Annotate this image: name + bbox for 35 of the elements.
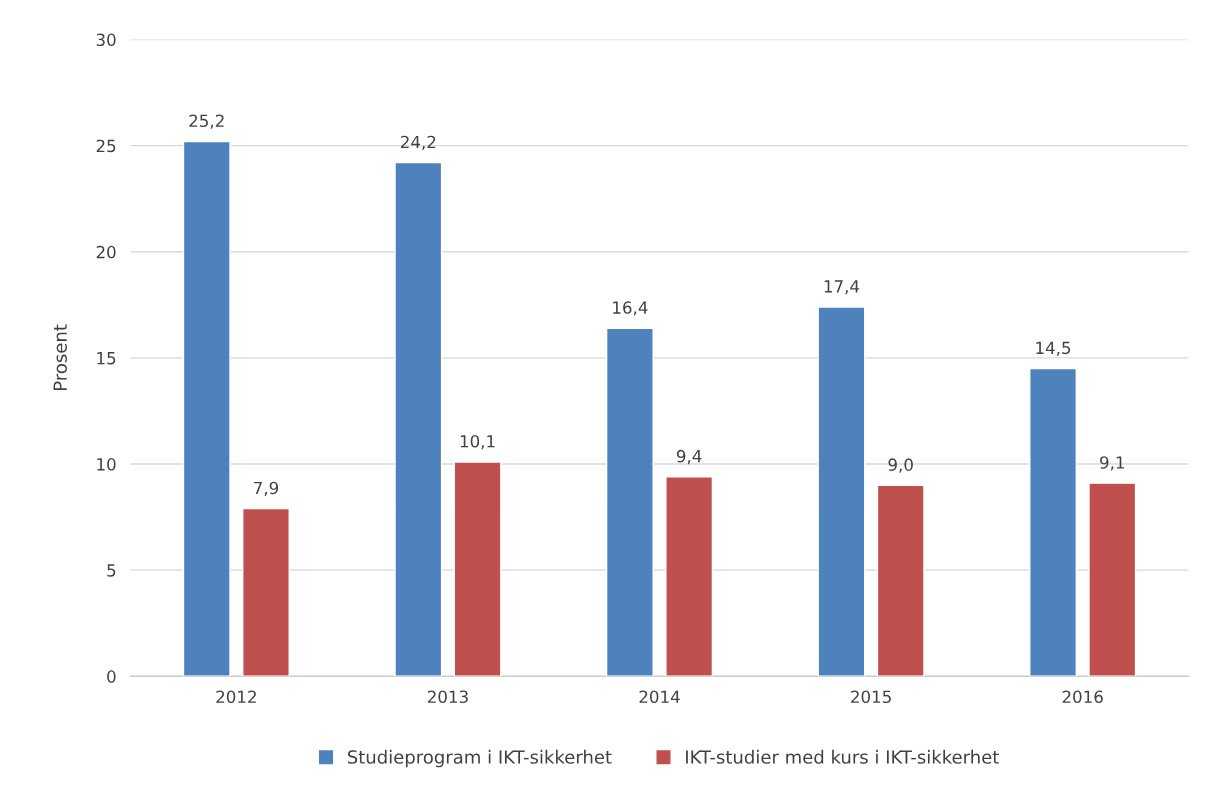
data-label: 16,4 [613, 301, 648, 316]
bar [665, 476, 714, 677]
legend-label: IKT-studier med kurs i IKT-sikkerhet [686, 749, 999, 764]
x-tick-label: 2015 [851, 690, 891, 704]
bar [182, 140, 231, 677]
bar [453, 461, 502, 677]
bar [1029, 367, 1078, 677]
y-tick-label: 10 [97, 458, 116, 471]
y-tick-label: 0 [107, 670, 116, 683]
bar [242, 507, 290, 677]
bar [817, 306, 866, 677]
data-label: 9,0 [888, 458, 913, 473]
data-label: 24,2 [400, 135, 436, 151]
x-tick-label: 2014 [639, 690, 680, 704]
y-axis-title: Prosent [53, 324, 67, 390]
data-label: 9,1 [1100, 456, 1124, 471]
data-label: 25,2 [189, 114, 224, 129]
y-tick-label: 5 [107, 564, 116, 577]
bar [605, 327, 654, 677]
data-label: 14,5 [1036, 341, 1071, 356]
data-label: 9,4 [676, 449, 702, 465]
y-tick-label: 30 [96, 33, 116, 47]
x-tick-label: 2013 [427, 690, 468, 704]
y-tick-label: 15 [97, 352, 116, 365]
y-tick-label: 20 [96, 245, 116, 259]
y-tick-label: 25 [96, 139, 116, 153]
x-tick-label: 2016 [1062, 690, 1103, 704]
bar [394, 161, 443, 677]
data-label: 10,1 [460, 434, 495, 450]
bar [1088, 482, 1137, 677]
data-label: 17,4 [824, 280, 860, 295]
legend-label: Studieprogram i IKT-sikkerhet [347, 749, 612, 768]
bar [876, 484, 925, 677]
x-tick-label: 2012 [216, 690, 256, 704]
data-label: 7,9 [254, 481, 279, 496]
